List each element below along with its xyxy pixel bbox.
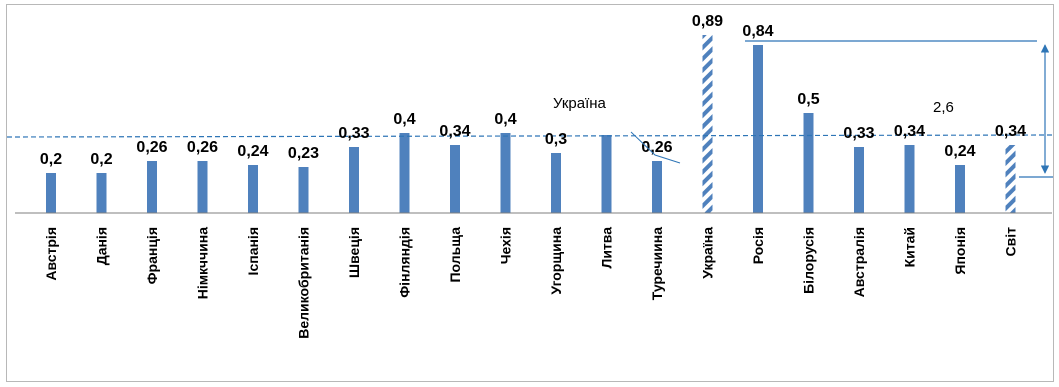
bar-20 — [1005, 145, 1016, 213]
value-label: 0,89 — [692, 13, 723, 30]
value-label: 0,33 — [843, 125, 874, 142]
category-label: Росія — [750, 227, 766, 264]
value-label: 0,3 — [545, 131, 567, 148]
category-label: Австралія — [851, 227, 867, 297]
bar-15 — [753, 45, 763, 213]
category-label: Туречиина — [649, 227, 665, 300]
value-label: 0,4 — [494, 111, 516, 128]
bar-9 — [450, 145, 460, 213]
category-label: Чехія — [498, 227, 514, 264]
category-label: Китай — [902, 227, 918, 267]
bar-4 — [197, 161, 208, 213]
bar-7 — [349, 147, 359, 213]
category-label: Великобританія — [296, 227, 312, 339]
value-label: 0,2 — [40, 151, 62, 168]
bar-18 — [904, 145, 915, 213]
value-label: 0,26 — [187, 139, 218, 156]
value-label: 0,4 — [393, 111, 415, 128]
category-label: Швеція — [346, 227, 362, 278]
value-label: 0,34 — [995, 123, 1026, 140]
value-label: 0,24 — [944, 143, 975, 160]
bar-17 — [854, 147, 864, 213]
bar-16 — [803, 113, 814, 213]
category-label: Японія — [952, 227, 968, 275]
value-label: 0,26 — [641, 139, 672, 156]
value-label: 0,5 — [797, 91, 819, 108]
value-label: 0,2 — [90, 151, 112, 168]
category-label: Світ — [1003, 227, 1019, 257]
value-label: 0,23 — [288, 145, 319, 162]
ukraine-annotation-label: Україна — [553, 95, 607, 112]
bar-14 — [702, 35, 713, 213]
value-label: 0,33 — [338, 125, 369, 142]
category-label: Фінляндія — [397, 227, 413, 298]
bar-10 — [500, 133, 511, 213]
bar-12 — [601, 135, 612, 213]
category-label: Австрія — [43, 227, 59, 281]
bar-19 — [955, 165, 965, 213]
bar-11 — [551, 153, 561, 213]
value-label: 0,34 — [894, 123, 925, 140]
bar-8 — [399, 133, 410, 213]
category-label: Німкччина — [195, 227, 211, 299]
bar-6 — [298, 167, 309, 213]
bar-2 — [96, 173, 107, 213]
value-label: 0,34 — [439, 123, 470, 140]
category-label: Україна — [700, 227, 716, 279]
world-average-reference-line — [7, 134, 1055, 138]
value-label: 0,84 — [742, 23, 773, 40]
category-label: Данія — [94, 227, 110, 265]
value-label: 0,24 — [237, 143, 268, 160]
category-label: Польща — [447, 227, 463, 283]
ratio-annotation-label: 2,6 — [933, 99, 954, 116]
bar-3 — [147, 161, 157, 213]
category-label: Литва — [599, 227, 615, 269]
category-label: Франція — [144, 227, 160, 284]
chart-frame: 0,2 Австрія 0,2 Данія 0,26 Франція 0,26 Німкччи… — [6, 4, 1055, 382]
ukraine-label-leader-line — [630, 131, 681, 164]
bar-13 — [652, 161, 662, 213]
bar-5 — [248, 165, 258, 213]
category-label: Білорусія — [801, 227, 817, 294]
category-label: Іспанія — [245, 227, 261, 275]
bar-chart: 0,2 Австрія 0,2 Данія 0,26 Франція 0,26 Німкччи… — [7, 13, 1055, 339]
category-label: Угорщина — [548, 227, 564, 295]
value-label: 0,26 — [136, 139, 167, 156]
bar-1 — [46, 173, 56, 213]
